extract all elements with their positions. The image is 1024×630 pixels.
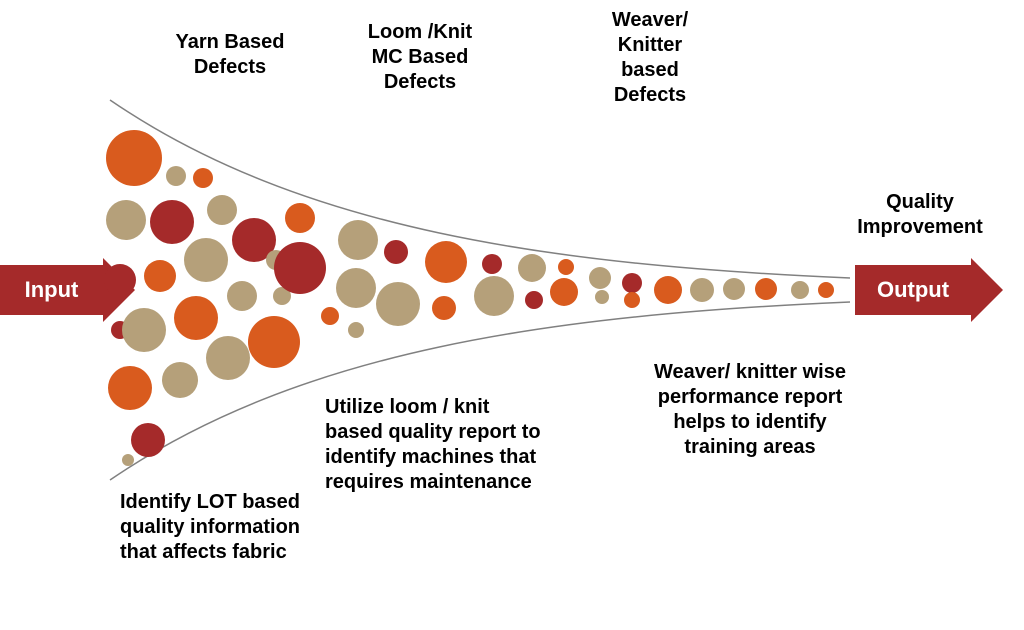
dot: [791, 281, 809, 299]
dot: [550, 278, 578, 306]
label-loom-defects: Loom /Knit MC Based Defects: [330, 20, 510, 95]
dot: [723, 278, 745, 300]
dot: [425, 241, 467, 283]
dot: [818, 282, 834, 298]
dot: [518, 254, 546, 282]
dot: [122, 308, 166, 352]
dot: [104, 264, 136, 296]
dot: [131, 423, 165, 457]
label-yarn-defects: Yarn Based Defects: [140, 30, 320, 80]
dot: [162, 362, 198, 398]
dot: [144, 260, 176, 292]
dot: [106, 200, 146, 240]
dot: [150, 200, 194, 244]
dot: [384, 240, 408, 264]
dot: [274, 242, 326, 294]
dot: [338, 220, 378, 260]
dot: [348, 322, 364, 338]
dot: [595, 290, 609, 304]
dot: [624, 292, 640, 308]
label-lot-info: Identify LOT based quality information t…: [120, 490, 380, 565]
label-weaver-defects: Weaver/ Knitter based Defects: [570, 8, 730, 108]
dot: [174, 296, 218, 340]
dot: [525, 291, 543, 309]
label-loom-report: Utilize loom / knit based quality report…: [325, 395, 615, 495]
label-quality-improvement: Quality Improvement: [830, 190, 1010, 240]
dot: [482, 254, 502, 274]
dot: [106, 130, 162, 186]
dot: [166, 166, 186, 186]
dot: [755, 278, 777, 300]
dot: [589, 267, 611, 289]
diagram-stage: Input Output Yarn Based Defects Loom /Kn…: [0, 0, 1024, 630]
dot: [336, 268, 376, 308]
dot: [122, 454, 134, 466]
dot: [690, 278, 714, 302]
dot: [558, 259, 574, 275]
dot: [248, 316, 300, 368]
dot: [184, 238, 228, 282]
dot: [285, 203, 315, 233]
dot: [207, 195, 237, 225]
dot: [193, 168, 213, 188]
dot: [321, 307, 339, 325]
label-performance-report: Weaver/ knitter wise performance report …: [620, 360, 880, 460]
dot: [108, 366, 152, 410]
dot: [432, 296, 456, 320]
dot: [654, 276, 682, 304]
dot: [622, 273, 642, 293]
dot: [227, 281, 257, 311]
dot: [376, 282, 420, 326]
dot: [206, 336, 250, 380]
dot: [474, 276, 514, 316]
